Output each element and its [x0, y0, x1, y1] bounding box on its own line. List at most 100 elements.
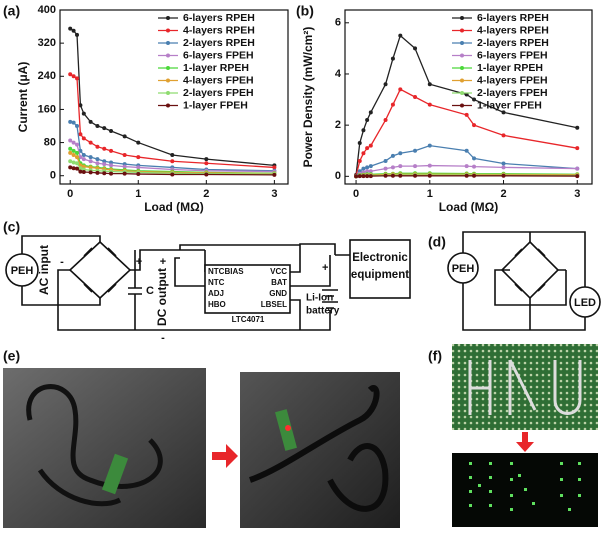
point [413, 46, 418, 51]
point [170, 172, 175, 177]
point [88, 165, 93, 170]
point [71, 153, 76, 157]
point [357, 174, 362, 179]
point [88, 170, 93, 175]
legend-label: 6-layers FPEH [477, 49, 548, 61]
output-label: DC output [155, 268, 169, 326]
point [68, 138, 73, 143]
point [68, 72, 73, 77]
point [68, 165, 73, 170]
circuit-c: (c) PEH AC input - + C DC output + - NTC… [3, 219, 411, 344]
point [78, 169, 83, 174]
led-label: LED [574, 297, 596, 309]
point [75, 166, 80, 171]
point [575, 125, 580, 130]
point [71, 166, 76, 171]
x-tick-label: 0 [67, 188, 73, 200]
point [398, 164, 403, 169]
pin: VCC [270, 267, 287, 276]
y-axis-label: Current (μA) [16, 62, 30, 133]
point [95, 124, 100, 128]
legend-marker [460, 66, 464, 70]
plot-frame [59, 9, 289, 185]
x-tick-label: 2 [500, 188, 506, 200]
point [75, 150, 80, 155]
point [81, 111, 86, 116]
legend-label: 6-layers FPEH [183, 49, 254, 61]
point [368, 143, 373, 148]
point [501, 173, 506, 178]
point [365, 169, 370, 174]
point [398, 173, 403, 178]
polarity: + [322, 262, 328, 274]
point [472, 164, 477, 169]
y-tick-label: 4 [335, 68, 342, 80]
point [71, 140, 76, 145]
panel-label: (d) [428, 234, 446, 250]
load-label: equipment [351, 269, 409, 281]
point [204, 157, 209, 162]
point [81, 164, 86, 169]
point [390, 56, 395, 61]
point [78, 103, 83, 108]
x-tick-label: 3 [271, 188, 277, 200]
point [75, 32, 80, 37]
battery-symbol [322, 289, 338, 309]
panel-label: (a) [3, 3, 20, 19]
point [88, 159, 93, 164]
point [361, 128, 366, 133]
y-tick-label: 6 [335, 17, 341, 29]
legend-marker [460, 16, 464, 20]
x-axis-label: Load (MΩ) [439, 200, 499, 214]
point [361, 151, 366, 156]
load-box [349, 239, 411, 299]
plot-frame [344, 9, 593, 185]
led-dots [469, 462, 581, 511]
point [398, 87, 403, 92]
y-tick-label: 0 [50, 170, 56, 182]
led-glow [285, 425, 291, 431]
point [383, 173, 388, 178]
bridge [500, 240, 560, 300]
point [102, 171, 107, 176]
point [413, 95, 418, 99]
legend-marker [166, 28, 170, 33]
wire [21, 235, 350, 331]
point [75, 155, 80, 160]
point [71, 148, 76, 153]
input-label: AC input [37, 245, 51, 295]
point [390, 153, 395, 158]
battery-label: Li-Ion [306, 293, 333, 304]
point [427, 143, 432, 148]
panel-label: (e) [3, 348, 20, 364]
pin: NTC [208, 278, 225, 287]
series-line [70, 121, 275, 172]
point [81, 136, 86, 141]
point [81, 157, 86, 162]
point [88, 155, 93, 160]
point [88, 140, 93, 145]
point [464, 173, 469, 178]
point [78, 166, 83, 171]
point [368, 164, 373, 169]
panel-label: (f) [428, 348, 442, 364]
point [501, 133, 506, 138]
x-tick-label: 1 [427, 188, 433, 200]
series-line [69, 28, 275, 167]
point [68, 150, 73, 155]
point [122, 134, 127, 139]
wire [462, 231, 586, 331]
point [109, 160, 114, 165]
point [427, 102, 432, 107]
legend-marker [460, 28, 464, 33]
legend-marker [460, 103, 464, 108]
legend-label: 2-layers RPEH [183, 37, 255, 49]
panel-label: (b) [296, 3, 314, 19]
pin: ADJ [208, 289, 224, 298]
point [109, 128, 114, 133]
point [398, 33, 403, 38]
point [75, 76, 80, 81]
point [75, 142, 80, 147]
point [102, 126, 107, 131]
y-tick-label: 160 [38, 103, 56, 115]
